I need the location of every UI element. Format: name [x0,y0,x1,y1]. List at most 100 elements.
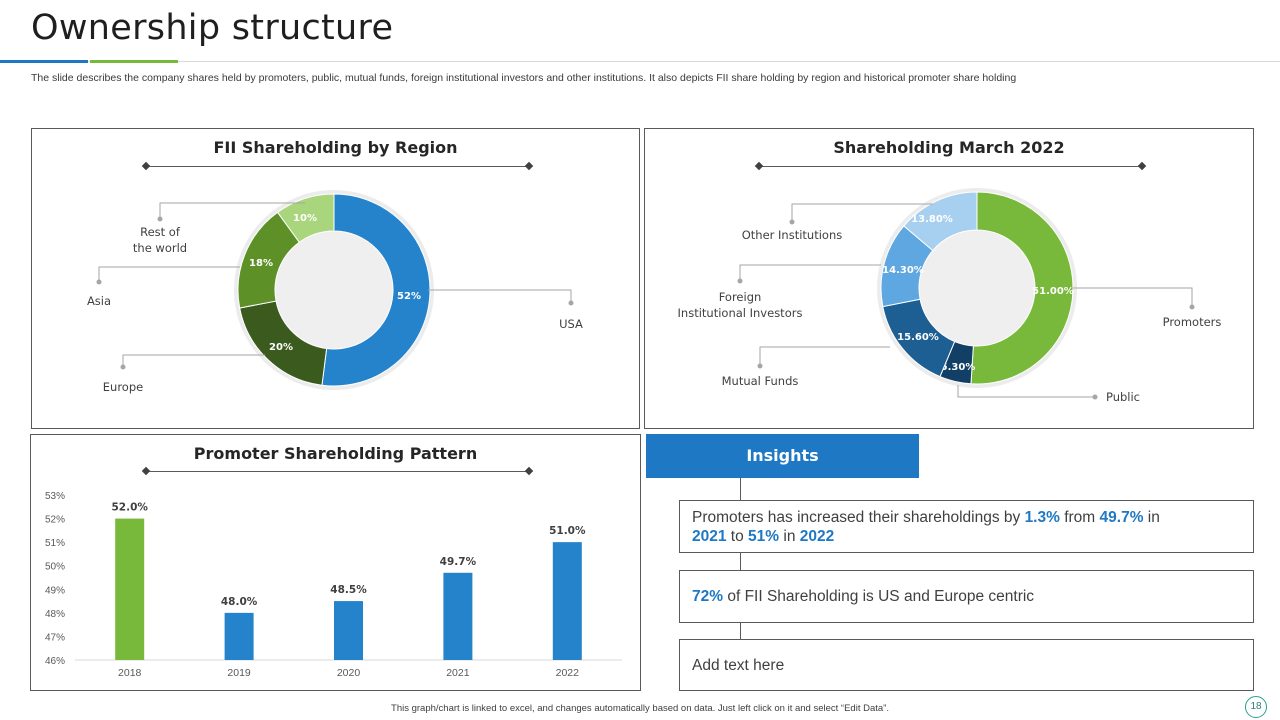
insight-1-text-d: to [726,527,749,545]
insight-1-text-b: from [1059,508,1100,526]
x-tick-label-2022: 2022 [556,667,580,679]
page-number: 18 [1245,696,1267,718]
y-tick-label: 53% [45,491,65,502]
slice-label-foreign-institutional-investors: Foreign Institutional Investors [678,290,803,320]
insight-text-placeholder: Add text here [692,656,785,674]
x-tick-label-2021: 2021 [446,667,470,679]
insights-connector-3 [740,623,741,639]
title-divider [0,61,1280,62]
insight-1-text-e: in [779,527,800,545]
insight-1-year-from: 2021 [692,527,727,545]
leader-dot-public [1092,394,1098,400]
title-accent-green [90,60,178,63]
slice-label-rest-of-the-world: Rest of the world [133,225,187,255]
slice-value-public: 5.30% [941,362,976,373]
insights-connector-2 [740,553,741,570]
leader-dot-other-institutions [789,219,795,225]
shareholding-march-title: Shareholding March 2022 [833,138,1065,157]
leader-line-promoters [1073,287,1193,307]
slice-label-public: Public [1106,390,1140,404]
slice-label-mutual-funds: Mutual Funds [722,374,799,388]
leader-dot-rest-of-the-world [157,216,163,222]
x-tick-label-2019: 2019 [227,667,251,679]
insight-2-value: 72% [692,588,724,605]
y-tick-label: 48% [45,609,65,620]
insight-text-fii: 72% of FII Shareholding is US and Europe… [692,587,1034,606]
bar-value-label-2021: 49.7% [440,556,477,568]
insight-box-placeholder[interactable]: Add text here [679,639,1254,691]
insight-1-text-a: Promoters has increased their shareholdi… [692,508,1025,526]
y-tick-label: 46% [45,656,65,667]
slice-label-asia: Asia [87,294,111,308]
donut-hole [275,231,393,349]
shareholding-march-title-arrow [759,166,1142,167]
leader-line-usa [428,289,572,303]
bar-2020 [334,601,363,660]
leader-dot-usa [568,300,574,306]
donut-hole [919,230,1035,346]
y-tick-label: 51% [45,538,65,549]
slice-label-other-institutions: Other Institutions [742,228,843,242]
leader-line-public [957,385,1095,398]
insight-1-year-to: 2022 [799,527,835,545]
leader-dot-mutual-funds [757,363,763,369]
leader-dot-europe [120,364,126,370]
shareholding-march-donut-chart[interactable]: 51.00% Promoters 5.30% Public 15.60% Mutual F… [645,129,1255,430]
slice-value-usa: 52% [397,291,421,302]
leader-line-rest-of-the-world [159,202,305,219]
leader-line-mutual-funds [759,346,890,366]
slice-value-mutual-funds: 15.60% [897,332,939,343]
fii-region-donut-chart[interactable]: 52% USA 20% Europe 18% Asia 10% Rest of the worl… [32,129,641,430]
shareholding-march-panel: Shareholding March 2022 51.00% Promoters 5… [644,128,1254,429]
promoter-pattern-title-arrow [146,471,529,472]
promoter-pattern-title: Promoter Shareholding Pattern [193,444,478,463]
y-tick-label: 52% [45,515,65,526]
bar-value-label-2020: 48.5% [330,584,367,596]
slice-usa [321,193,431,387]
y-tick-label: 47% [45,632,65,643]
fii-region-panel: FII Shareholding by Region 52% USA 20% Euro… [31,128,640,429]
fii-region-title: FII Shareholding by Region [213,138,458,157]
leader-dot-asia [96,279,102,285]
slice-value-rest-of-the-world: 10% [293,213,317,224]
x-tick-label-2020: 2020 [337,667,361,679]
insight-1-value-from: 49.7% [1099,508,1144,526]
bar-value-label-2022: 51.0% [549,525,586,537]
insight-box-fii[interactable]: 72% of FII Shareholding is US and Europe… [679,570,1254,623]
y-tick-label: 49% [45,585,65,596]
bar-2021 [443,572,473,660]
insight-1-value-increase: 1.3% [1024,508,1060,526]
bar-2019 [224,612,254,660]
x-tick-label-2018: 2018 [118,667,142,679]
promoter-pattern-panel: Promoter Shareholding Pattern 46% 47% 48% 4… [30,434,641,691]
page-title: Ownership structure [31,8,394,48]
title-accent-blue [0,60,88,63]
promoter-pattern-bar-chart[interactable]: 46% 47% 48% 49% 50% 51% 52% 53% 52.0% 2018 48.0% 20… [31,435,642,692]
slice-promoters [970,191,1074,385]
slice-value-europe: 20% [269,342,293,353]
slice-value-asia: 18% [249,258,273,269]
slice-value-promoters: 51.00% [1032,286,1074,297]
slide-subtitle: The slide describes the company shares h… [31,72,1017,84]
bar-value-label-2019: 48.0% [221,596,258,608]
insight-1-value-to: 51% [748,527,780,545]
leader-line-asia [98,266,240,282]
y-tick-label: 50% [45,562,65,573]
insight-box-promoters[interactable]: Promoters has increased their shareholdi… [679,500,1254,553]
leader-line-other-institutions [791,203,933,222]
insight-1-text-c: in [1143,508,1160,526]
footer-note: This graph/chart is linked to excel, and… [391,703,889,714]
leader-dot-promoters [1189,304,1195,310]
bar-2018 [115,518,145,660]
slice-other-institutions [903,191,978,252]
leader-line-europe [122,354,265,367]
slice-value-foreign-institutional-investors: 14.30% [882,265,924,276]
bar-value-label-2018: 52.0% [111,502,148,514]
bar-2022 [552,542,582,660]
leader-dot-foreign-institutional-investors [737,278,743,284]
slice-label-europe: Europe [103,380,143,394]
insights-connector [740,478,741,500]
insight-text-promoters: Promoters has increased their shareholdi… [692,508,1160,546]
slice-value-other-institutions: 13.80% [911,214,953,225]
fii-region-title-arrow [146,166,529,167]
